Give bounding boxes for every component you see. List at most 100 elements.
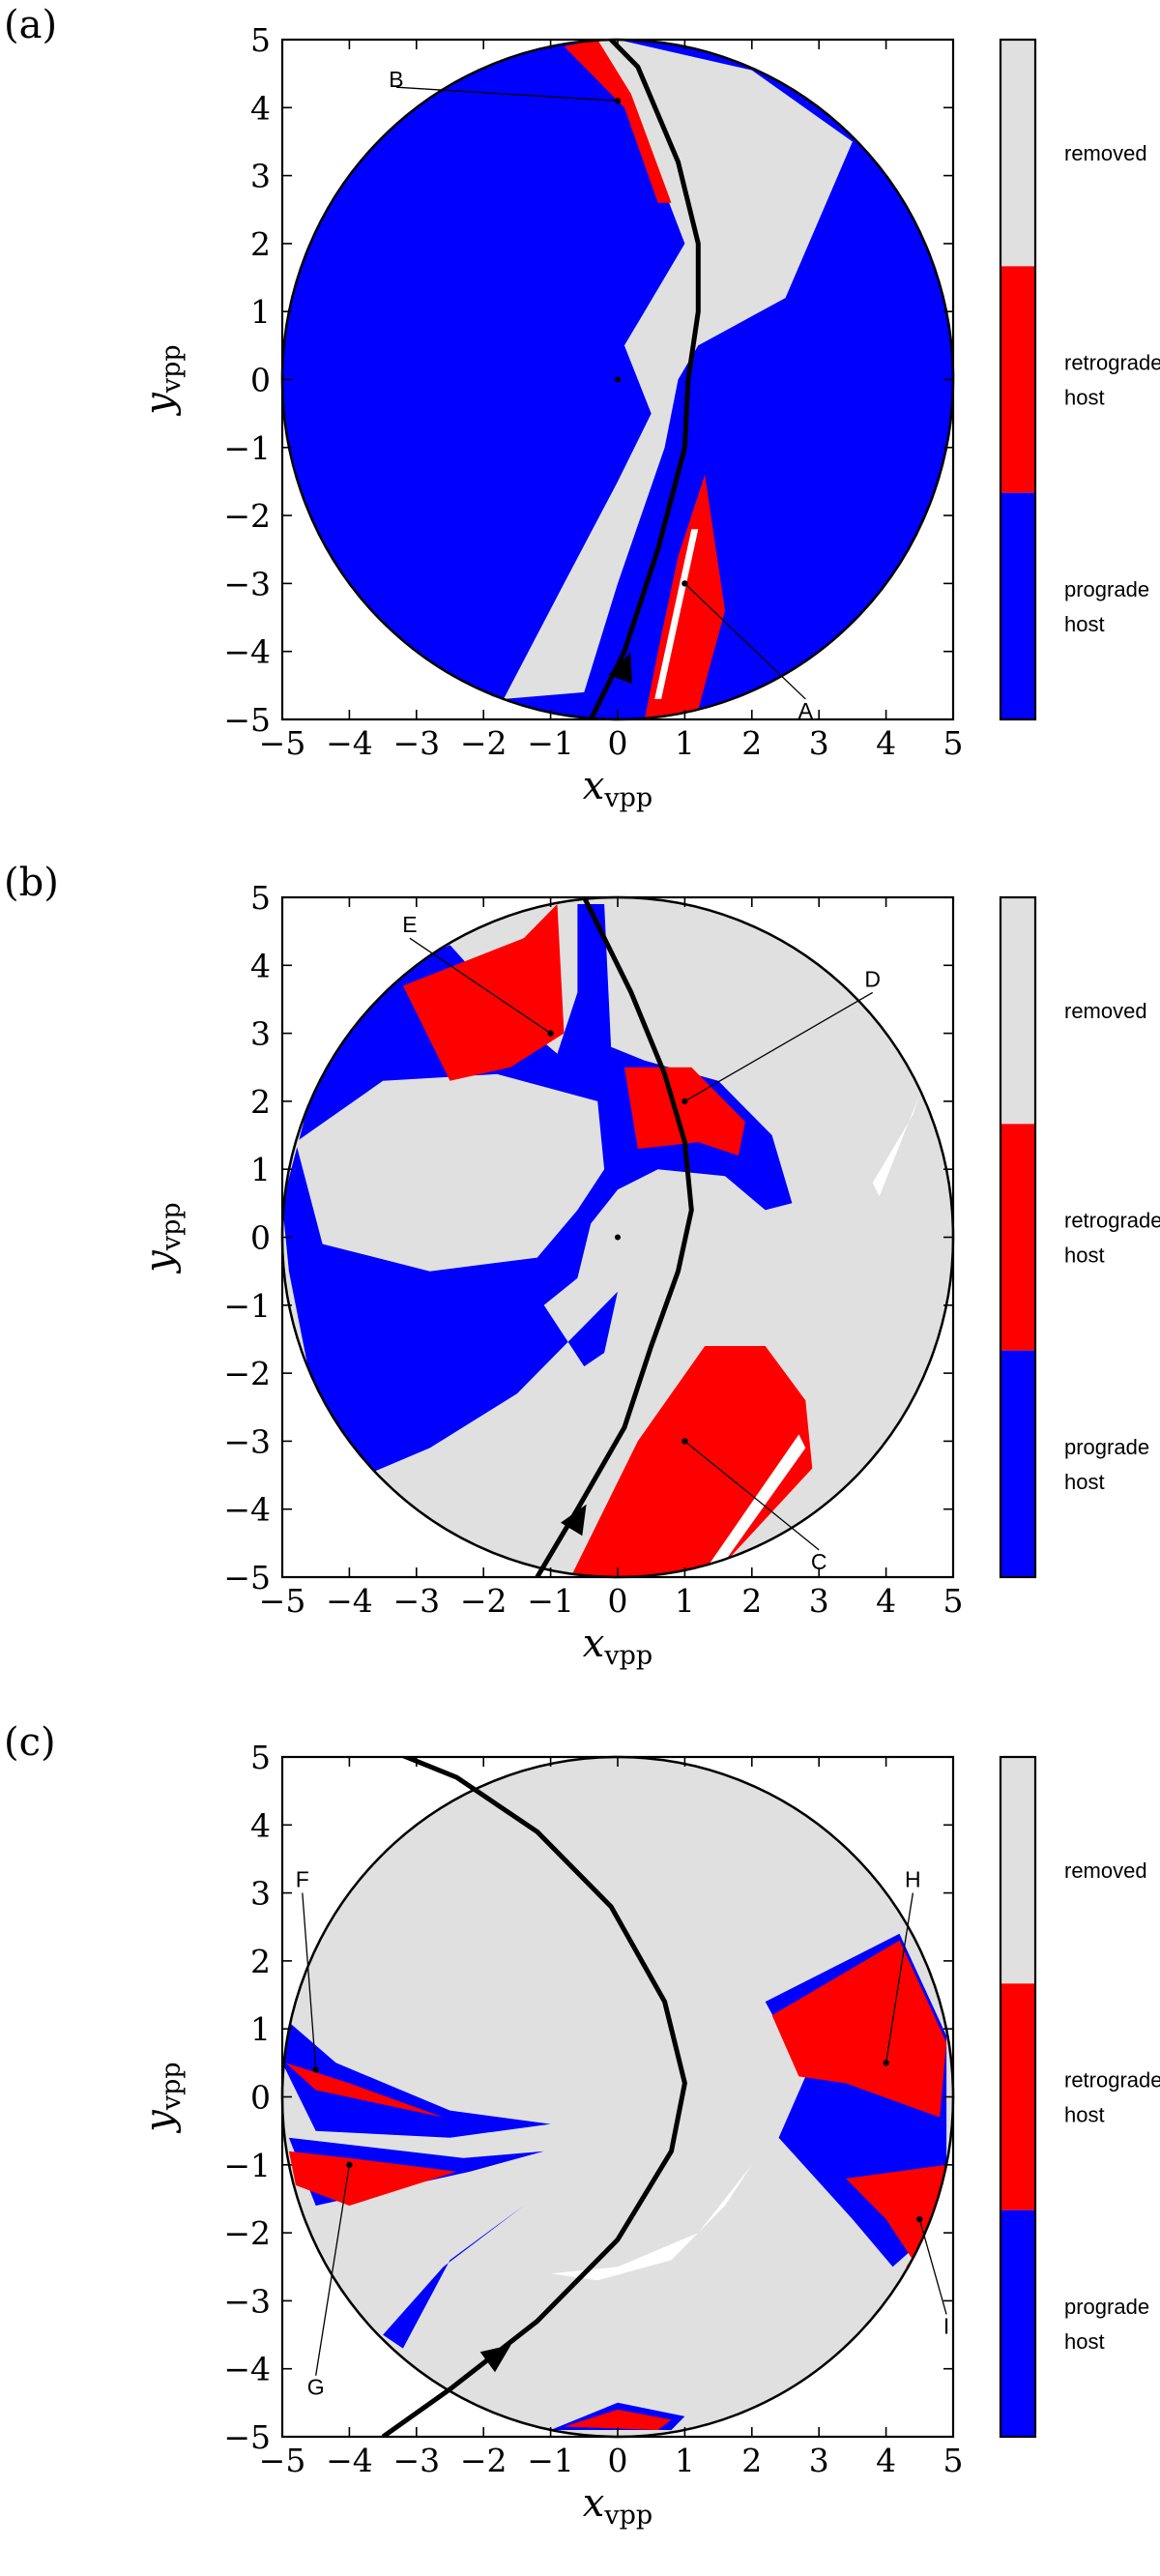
annotation-point — [883, 2060, 889, 2066]
region-gap — [872, 1094, 920, 1197]
x-tick-label: −2 — [460, 1582, 508, 1620]
legend-swatch-prograde — [1000, 492, 1035, 719]
annotation-label-e: E — [402, 912, 417, 937]
x-axis-label: xvpp — [583, 1622, 652, 1671]
y-tick-label: −2 — [223, 2214, 271, 2252]
y-tick-label: 3 — [250, 1015, 271, 1053]
x-tick-label: −4 — [326, 2442, 373, 2479]
center-point — [615, 1234, 621, 1241]
disc-background-removed — [282, 1757, 953, 2437]
region-gap — [705, 1434, 806, 1570]
y-tick-label: 3 — [250, 158, 271, 195]
annotation-point — [682, 1438, 688, 1445]
x-tick-label: −4 — [326, 1582, 373, 1620]
y-tick-label: −5 — [223, 701, 271, 739]
host-trajectory — [588, 40, 701, 719]
x-tick-label: −5 — [259, 724, 306, 762]
y-tick-label: −4 — [223, 633, 271, 671]
region-prograde — [383, 2206, 524, 2349]
y-tick-label: −5 — [223, 2418, 271, 2456]
y-tick-label: 1 — [250, 293, 271, 331]
region-gap — [550, 2164, 752, 2281]
region-retrograde — [564, 2409, 672, 2430]
annotation-label-h: H — [905, 1867, 921, 1892]
x-tick-label: −2 — [460, 724, 508, 762]
x-tick-label: 3 — [809, 724, 829, 762]
annotation-point — [312, 2066, 319, 2073]
annotation-label-a: A — [798, 698, 814, 723]
y-tick-label: −2 — [223, 1355, 271, 1392]
legend-swatch-removed — [1000, 40, 1035, 267]
legend-label: removed — [1064, 141, 1147, 165]
y-tick-label: 1 — [250, 1151, 271, 1188]
annotation-label-g: G — [307, 2375, 325, 2400]
region-prograde — [282, 2022, 551, 2138]
annotation-label-f: F — [296, 1867, 309, 1892]
annotation-leader — [409, 937, 551, 1035]
annotation-leader — [683, 1440, 820, 1551]
x-tick-label: 1 — [675, 724, 695, 762]
annotation-point — [682, 580, 688, 587]
legend-label: retrograde host — [1064, 2068, 1160, 2127]
host-trajectory — [381, 1757, 687, 2437]
x-tick-label: −5 — [259, 2442, 306, 2479]
y-tick-label: −1 — [223, 429, 271, 467]
x-tick-label: 5 — [943, 724, 964, 762]
annotation-leader — [684, 991, 874, 1102]
region-gap — [654, 529, 699, 699]
annotation-label-b: B — [389, 67, 403, 92]
y-tick-label: 4 — [250, 1806, 271, 1844]
region-removed — [504, 40, 853, 699]
panel-label: (a) — [4, 3, 57, 47]
legend-colorbar: removed retrograde host prograde host — [999, 38, 1160, 721]
x-tick-label: 0 — [608, 2442, 628, 2479]
x-tick-label: 2 — [741, 2442, 762, 2479]
annotation-point — [614, 98, 622, 104]
annotation-point — [916, 2215, 923, 2223]
y-tick-label: 0 — [250, 1219, 271, 1257]
annotation-leader — [315, 2164, 351, 2376]
x-tick-label: −1 — [527, 2442, 574, 2479]
legend-label: removed — [1064, 1859, 1147, 1883]
legend-colorbar: removed retrograde host prograde host — [999, 895, 1160, 1579]
x-axis-label: xvpp — [583, 764, 652, 813]
annotation-leader — [302, 1892, 317, 2070]
y-tick-label: 0 — [250, 2079, 271, 2117]
legend-swatch-prograde — [1000, 1350, 1035, 1577]
y-tick-label: 0 — [250, 362, 271, 399]
y-tick-label: 4 — [250, 89, 271, 127]
y-tick-label: 2 — [250, 225, 271, 263]
y-tick-label: 5 — [250, 1739, 271, 1776]
y-tick-label: 5 — [250, 879, 271, 917]
legend-colorbar: removed retrograde host prograde host — [999, 1755, 1160, 2439]
annotation-leader — [683, 582, 806, 700]
y-tick-label: −2 — [223, 497, 271, 535]
x-axis-label: xvpp — [583, 2481, 652, 2531]
host-trajectory — [535, 897, 694, 1577]
trajectory-arrow-icon — [561, 1504, 587, 1537]
y-axis-label: yvpp — [137, 2062, 187, 2133]
legend-swatch-retrograde — [1000, 1983, 1035, 2210]
y-axis-label: yvpp — [137, 1202, 187, 1273]
legend-label: prograde host — [1064, 2295, 1149, 2354]
legend-label: prograde host — [1064, 1435, 1149, 1494]
x-tick-label: −4 — [326, 724, 373, 762]
y-tick-label: −1 — [223, 1287, 271, 1325]
x-tick-label: 1 — [675, 2442, 695, 2479]
x-tick-label: −1 — [527, 724, 574, 762]
legend-label: removed — [1064, 999, 1147, 1023]
region-retrograde — [846, 2164, 947, 2281]
region-retrograde — [402, 904, 565, 1081]
panel-label: (b) — [4, 861, 59, 905]
y-tick-label: −3 — [223, 565, 271, 602]
x-tick-label: 3 — [809, 1582, 829, 1620]
y-tick-label: −5 — [223, 1559, 271, 1596]
annotation-leader — [884, 1892, 914, 2064]
x-tick-label: −2 — [460, 2442, 508, 2479]
legend-frame — [999, 38, 1037, 721]
panel-label: (c) — [4, 1720, 56, 1765]
x-tick-label: 4 — [876, 2442, 896, 2479]
region-retrograde — [285, 2063, 444, 2118]
annotation-label-c: C — [811, 1549, 827, 1574]
y-axis-label: yvpp — [137, 344, 187, 416]
